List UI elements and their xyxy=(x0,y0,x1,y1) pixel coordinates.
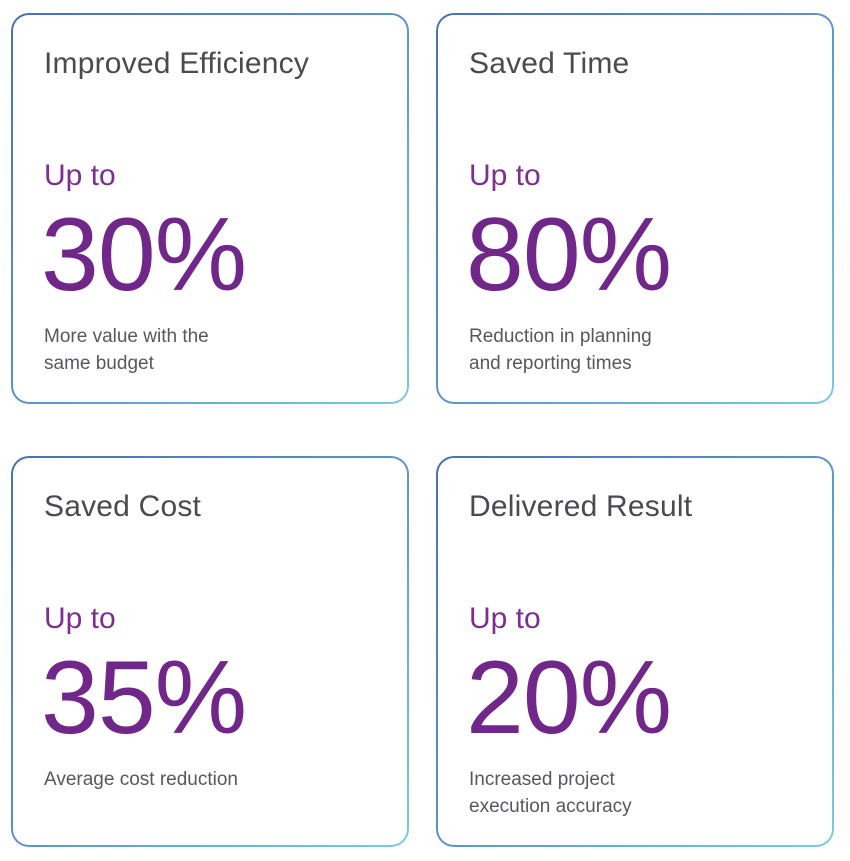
stat-card-description-line: Increased project xyxy=(469,769,615,790)
stat-card-value: 80% xyxy=(466,197,672,313)
stat-card-title: Saved Cost xyxy=(44,490,202,523)
stat-card-value: 20% xyxy=(466,640,672,756)
stat-card-prefix: Up to xyxy=(44,602,116,635)
stat-card-body: Saved Cost Up to 35% Average cost reduct… xyxy=(13,458,407,845)
stat-card-description: Average cost reduction xyxy=(44,766,284,793)
stat-card-description-line: same budget xyxy=(44,353,154,374)
stat-card-value: 30% xyxy=(41,197,247,313)
stat-card-saved-time: Saved Time Up to 80% Reduction in planni… xyxy=(436,13,834,404)
stat-card-title: Saved Time xyxy=(469,47,630,80)
stat-card-delivered-result: Delivered Result Up to 20% Increased pro… xyxy=(436,456,834,847)
stat-card-body: Delivered Result Up to 20% Increased pro… xyxy=(438,458,832,845)
stat-card-prefix: Up to xyxy=(469,159,541,192)
stat-card-title: Delivered Result xyxy=(469,490,693,523)
stat-card-body: Improved Efficiency Up to 30% More value… xyxy=(13,15,407,402)
stat-card-description-line: execution accuracy xyxy=(469,796,632,817)
stat-card-description-line: More value with the xyxy=(44,326,209,347)
stat-card-prefix: Up to xyxy=(44,159,116,192)
stat-card-description-line: Average cost reduction xyxy=(44,769,238,790)
stat-card-description: Reduction in planning and reporting time… xyxy=(469,323,709,377)
stat-card-description-line: and reporting times xyxy=(469,353,632,374)
stat-card-title: Improved Efficiency xyxy=(44,47,310,80)
stat-card-improved-efficiency: Improved Efficiency Up to 30% More value… xyxy=(11,13,409,404)
stat-card-description: Increased project execution accuracy xyxy=(469,766,709,820)
stat-card-description: More value with the same budget xyxy=(44,323,284,377)
stat-card-value: 35% xyxy=(41,640,247,756)
stat-card-prefix: Up to xyxy=(469,602,541,635)
stat-card-saved-cost: Saved Cost Up to 35% Average cost reduct… xyxy=(11,456,409,847)
stat-card-body: Saved Time Up to 80% Reduction in planni… xyxy=(438,15,832,402)
stat-card-description-line: Reduction in planning xyxy=(469,326,652,347)
